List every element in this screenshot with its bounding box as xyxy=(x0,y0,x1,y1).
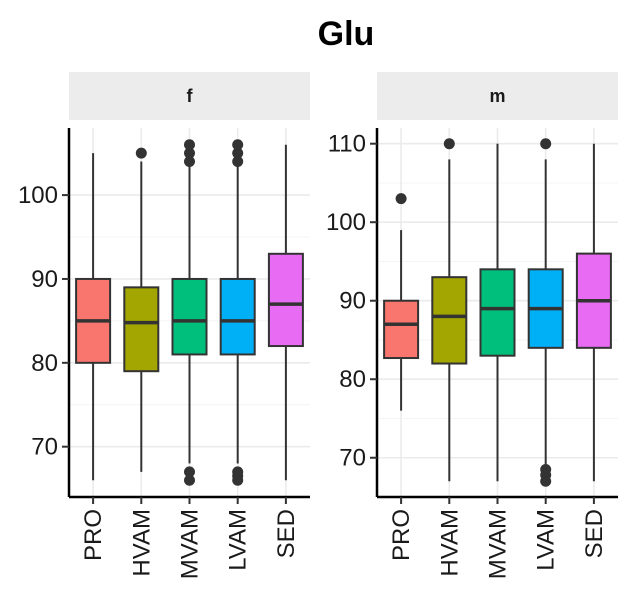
box-MVAM xyxy=(479,143,516,482)
panel-f: f 70 80 90 100 PRO HVAM MVAM LVAM SED xyxy=(18,72,310,579)
outlier-point xyxy=(232,147,244,159)
box-SED xyxy=(575,143,612,482)
x-tick-label: SED xyxy=(273,509,300,558)
y-tick-label: 90 xyxy=(339,288,366,315)
y-tick-label: 100 xyxy=(18,182,58,209)
chart-title: Glu xyxy=(318,15,375,53)
outlier-point xyxy=(184,139,195,151)
box-MVAM xyxy=(171,139,208,486)
strip-background xyxy=(377,72,618,120)
outlier-point xyxy=(232,474,244,486)
panel-m: m 70 80 90 100 110 PRO HVAM MVAM LVAM SED xyxy=(326,72,618,579)
box-iqr xyxy=(123,286,160,373)
x-tick-label: MVAM xyxy=(485,509,512,579)
strip-label: f xyxy=(187,86,194,106)
box-PRO xyxy=(75,153,112,481)
x-tick-label: LVAM xyxy=(533,509,560,571)
box-iqr xyxy=(219,277,256,356)
x-tick-label: LVAM xyxy=(225,509,252,571)
box-SED xyxy=(267,144,304,481)
box-iqr xyxy=(431,276,468,365)
outlier-point xyxy=(184,156,195,168)
outlier-point xyxy=(184,147,195,159)
box-iqr xyxy=(383,299,420,360)
y-tick-label: 110 xyxy=(328,131,366,158)
y-tick-label: 100 xyxy=(326,209,366,236)
outlier-point xyxy=(135,147,147,159)
box-HVAM xyxy=(123,147,160,472)
x-tick-label: HVAM xyxy=(436,509,463,577)
panels: f 70 80 90 100 PRO HVAM MVAM LVAM SED m 70 80 90 100 11… xyxy=(18,72,618,579)
box-iqr xyxy=(479,268,516,357)
x-tick-label: SED xyxy=(581,509,608,558)
outlier-point xyxy=(395,193,407,205)
y-tick-label: 80 xyxy=(339,366,366,393)
strip-background xyxy=(69,72,310,120)
box-LVAM xyxy=(527,138,564,487)
x-tick-label: HVAM xyxy=(128,509,155,577)
x-tick-label: PRO xyxy=(388,509,415,561)
box-HVAM xyxy=(431,138,468,482)
y-tick-label: 70 xyxy=(31,434,58,461)
box-PRO xyxy=(383,193,420,411)
y-tick-label: 80 xyxy=(31,350,58,377)
outlier-point xyxy=(540,138,552,150)
x-tick-label: PRO xyxy=(80,509,107,561)
strip-label: m xyxy=(489,86,505,106)
outlier-point xyxy=(232,156,244,168)
y-tick-label: 70 xyxy=(339,445,366,472)
outlier-point xyxy=(184,466,195,478)
x-tick-label: MVAM xyxy=(177,509,204,579)
outlier-point xyxy=(443,138,455,150)
outlier-point xyxy=(232,139,244,151)
box-LVAM xyxy=(219,139,256,486)
y-tick-label: 90 xyxy=(31,266,58,293)
outlier-point xyxy=(184,474,195,486)
box-iqr xyxy=(267,252,304,348)
box-iqr xyxy=(171,277,208,356)
outlier-point xyxy=(540,475,552,487)
